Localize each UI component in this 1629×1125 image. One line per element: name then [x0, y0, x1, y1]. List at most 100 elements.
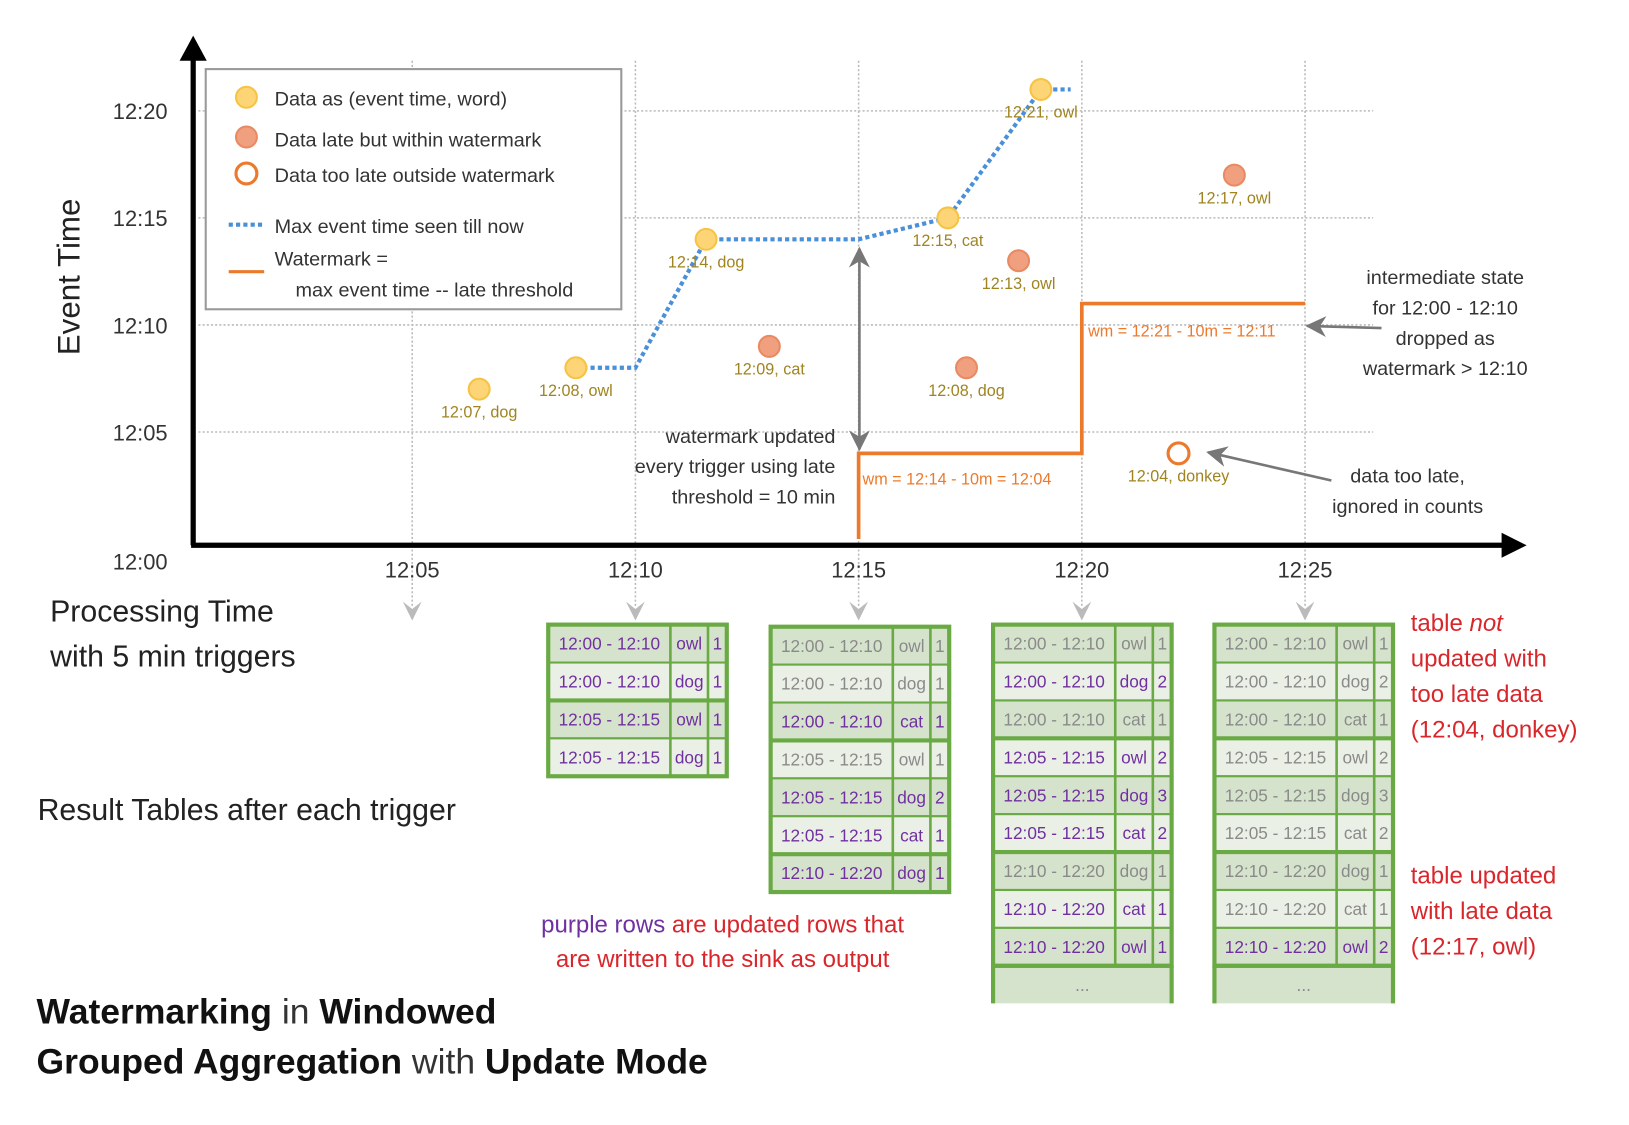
not-updated-line-2: updated with	[1411, 645, 1547, 672]
cell-count: 1	[1379, 634, 1389, 654]
legend-max-event: Max event time seen till now	[275, 216, 525, 238]
y-tick-label: 12:20	[113, 99, 168, 124]
x-tick-label: 12:20	[1054, 558, 1109, 583]
cell-count: 2	[1157, 672, 1167, 692]
cell-word: owl	[1121, 937, 1147, 957]
result-tables: 12:00 - 12:10 owl 112:00 - 12:10 dog 112:05 …	[546, 622, 1396, 1004]
cell-word: dog	[675, 672, 704, 692]
cell-count: 1	[935, 863, 945, 883]
cell-window: 12:05 - 12:15	[781, 749, 882, 769]
cell-window: 12:00 - 12:10	[559, 672, 660, 692]
table-row: 12:00 - 12:10 dog 1	[547, 661, 728, 702]
cell-count: 2	[1379, 672, 1389, 692]
cell-word: owl	[899, 749, 925, 769]
too-late-note: ignored in counts	[1332, 496, 1483, 518]
table-row: 12:00 - 12:10 owl 1	[1213, 623, 1395, 664]
updated-line-1: table updated	[1411, 863, 1556, 890]
table-more-ellipsis: ...	[1297, 975, 1311, 995]
wm-updated-note: threshold = 10 min	[672, 487, 836, 509]
cell-count: 1	[935, 749, 945, 769]
cell-word: owl	[676, 634, 702, 654]
title-line-2: Grouped Aggregation with Update Mode	[37, 1042, 708, 1082]
cell-window: 12:05 - 12:15	[1003, 823, 1104, 843]
not-updated-text: table	[1411, 610, 1470, 637]
cell-window: 12:10 - 12:20	[1225, 861, 1326, 881]
table-row: 12:00 - 12:10 owl 1	[992, 623, 1173, 664]
x-axis-label-line2: with 5 min triggers	[49, 640, 296, 673]
cell-count: 1	[713, 672, 723, 692]
cell-count: 1	[935, 636, 945, 656]
cell-word: cat	[900, 825, 923, 845]
table-row: 12:00 - 12:10 cat 1	[1213, 699, 1395, 740]
legend-watermark-2: max event time -- late threshold	[296, 280, 574, 302]
data-point-label: 12:08, dog	[928, 382, 1004, 400]
result-table-1225: 12:00 - 12:10 owl 112:00 - 12:10 dog 212:00 …	[1212, 622, 1396, 1004]
title-text: with	[402, 1042, 485, 1082]
cell-window: 12:00 - 12:10	[1225, 710, 1326, 730]
watermark-line	[856, 301, 1306, 540]
title-emphasis: Watermarking	[37, 992, 272, 1032]
not-updated-line-1: table not	[1411, 610, 1504, 637]
y-tick-label: 12:10	[113, 313, 168, 338]
cell-word: owl	[1342, 634, 1368, 654]
cell-window: 12:05 - 12:15	[559, 710, 660, 730]
legend-on-time-icon	[234, 85, 258, 109]
cell-window: 12:05 - 12:15	[1003, 747, 1104, 767]
cell-word: dog	[897, 863, 926, 883]
cell-word: cat	[900, 712, 923, 732]
updated-line-3: (12:17, owl)	[1411, 934, 1536, 961]
table-row: 12:05 - 12:15 owl 1	[769, 739, 951, 780]
cell-word: dog	[897, 674, 926, 694]
table-row: 12:10 - 12:20 owl 2	[1213, 926, 1395, 967]
cell-count: 3	[1379, 785, 1389, 805]
trigger-arrow-icon	[1072, 601, 1092, 621]
legend-too-late-icon	[234, 161, 259, 186]
cell-count: 2	[1157, 823, 1167, 843]
cell-count: 1	[713, 747, 723, 767]
cell-count: 1	[1379, 861, 1389, 881]
result-table-1220: 12:00 - 12:10 owl 112:00 - 12:10 dog 212:00 …	[990, 622, 1174, 1004]
legend-watermark-1: Watermark =	[275, 248, 388, 270]
cell-word: cat	[1123, 710, 1146, 730]
data-point-late	[1222, 163, 1246, 187]
cell-window: 12:10 - 12:20	[1225, 937, 1326, 957]
cell-count: 1	[1157, 899, 1167, 919]
intermediate-state-note: watermark > 12:10	[1362, 358, 1528, 380]
table-row: 12:05 - 12:15 cat 1	[769, 815, 951, 856]
cell-count: 1	[1157, 710, 1167, 730]
cell-window: 12:00 - 12:10	[559, 634, 660, 654]
trigger-arrow-icon	[1295, 601, 1315, 621]
legend-on-time: Data as (event time, word)	[275, 89, 508, 111]
cell-word: dog	[1341, 785, 1370, 805]
cell-count: 1	[1157, 634, 1167, 654]
cell-window: 12:10 - 12:20	[781, 863, 882, 883]
title-emphasis: Update Mode	[485, 1042, 708, 1082]
watermark-label: wm = 12:21 - 10m = 12:11	[1087, 322, 1276, 340]
updated-line-2: with late data	[1410, 898, 1553, 925]
not-emphasis: not	[1469, 610, 1504, 637]
too-late-note: data too late,	[1350, 466, 1465, 488]
tick-labels: 12:00 12:05 12:10 12:15 12:20 12:05 12:10 12:15…	[113, 99, 1333, 582]
cell-window: 12:05 - 12:15	[1003, 785, 1104, 805]
cell-word: cat	[1344, 899, 1367, 919]
table-row: 12:10 - 12:20 cat 1	[1213, 888, 1395, 929]
table-row: 12:00 - 12:10 cat 1	[992, 699, 1173, 740]
y-tick-label: 12:15	[113, 206, 168, 231]
cell-window: 12:10 - 12:20	[1003, 861, 1104, 881]
x-tick-label: 12:25	[1278, 558, 1333, 583]
cell-word: cat	[1344, 823, 1367, 843]
wm-updated-note: every trigger using late	[635, 456, 836, 478]
table-row: 12:05 - 12:15 dog 3	[1213, 775, 1395, 816]
y-axis-arrow-icon	[179, 35, 207, 61]
y-tick-label: 12:00	[113, 549, 168, 574]
cell-word: dog	[1120, 672, 1149, 692]
cell-window: 12:10 - 12:20	[1003, 899, 1104, 919]
result-table-1210: 12:00 - 12:10 owl 1 12:00 - 12:10 dog 1 12:05 …	[546, 622, 729, 779]
cell-window: 12:05 - 12:15	[559, 747, 660, 767]
cell-word: dog	[675, 747, 704, 767]
table-border	[768, 624, 952, 895]
x-tick-label: 12:10	[608, 558, 663, 583]
intermediate-state-note: for 12:00 - 12:10	[1372, 297, 1518, 319]
table-row: 12:10 - 12:20 cat 1	[992, 888, 1173, 929]
